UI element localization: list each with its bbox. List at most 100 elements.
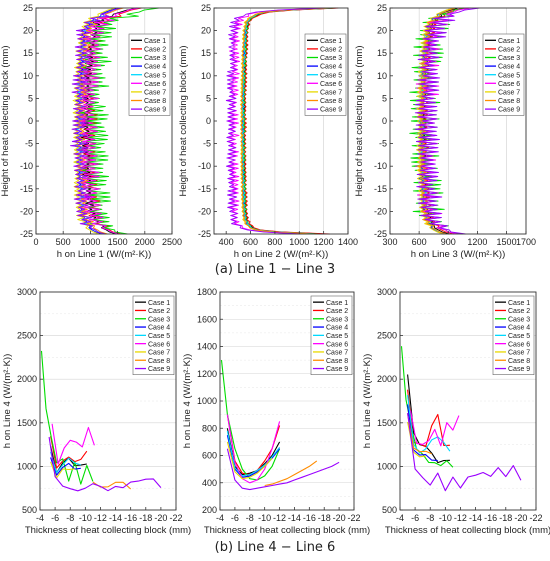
legend-label-6: Case 6 (148, 341, 170, 348)
legend-label-2: Case 2 (498, 47, 520, 54)
legend-label-9: Case 9 (320, 107, 342, 114)
x-tick-label: 2000 (135, 237, 155, 247)
legend-label-5: Case 5 (326, 333, 348, 340)
legend-label-2: Case 2 (320, 47, 342, 54)
x-tick-label: -8 (246, 513, 254, 523)
y-tick-label: 2000 (377, 374, 397, 384)
y-axis-label: Height of heat collecting block (mm) (0, 45, 11, 196)
x-tick-label: -8 (66, 513, 74, 523)
x-tick-label: -6 (51, 513, 59, 523)
legend-label-6: Case 6 (320, 81, 342, 88)
y-tick-label: -10 (198, 161, 211, 171)
y-tick-label: 1200 (197, 369, 217, 379)
y-axis-label: h on Line 4 (W/(m²·K)) (2, 354, 13, 449)
legend-label-8: Case 8 (320, 98, 342, 105)
legend-box (132, 295, 175, 375)
x-tick-label: 800 (267, 237, 282, 247)
legend-label-7: Case 7 (144, 90, 166, 97)
y-tick-label: -15 (198, 184, 211, 194)
series-line-9 (70, 7, 122, 235)
x-tick-label: 1400 (338, 237, 358, 247)
legend-label-8: Case 8 (148, 358, 170, 365)
legend-label-5: Case 5 (148, 333, 170, 340)
series-line-8 (264, 460, 318, 487)
legend-label-5: Case 5 (144, 72, 166, 79)
series-line-6 (51, 423, 95, 465)
caption-bottom: (b) Line 4 − Line 6 (214, 540, 336, 555)
y-tick-label: -25 (374, 229, 387, 239)
x-tick-label: 500 (56, 237, 71, 247)
plot-frame (399, 291, 537, 511)
series-line-4 (50, 457, 81, 476)
x-tick-label: 300 (382, 237, 397, 247)
y-tick-label: 400 (202, 478, 217, 488)
y-tick-label: -15 (374, 184, 387, 194)
series-line-3 (220, 360, 281, 481)
x-tick-label: -20 (333, 513, 346, 523)
legend-label-4: Case 4 (320, 64, 342, 71)
legend-label-7: Case 7 (320, 90, 342, 97)
x-tick-label: -12 (94, 513, 107, 523)
legend-label-7: Case 7 (508, 350, 530, 357)
y-axis-label: Height of heat collecting block (mm) (354, 45, 365, 196)
x-axis-label: h on Line 2 (W/(m²·K)) (234, 249, 329, 260)
x-tick-label: -4 (36, 513, 44, 523)
x-tick-label: 1000 (80, 237, 100, 247)
legend-label-4: Case 4 (326, 325, 348, 332)
x-tick-label: -4 (396, 513, 404, 523)
y-tick-label: 600 (202, 451, 217, 461)
series-line-5 (241, 7, 332, 235)
x-tick-label: -4 (216, 513, 224, 523)
x-tick-label: -20 (154, 513, 167, 523)
series-line-8 (417, 7, 457, 235)
legend-label-4: Case 4 (498, 64, 520, 71)
series-line-5 (50, 451, 81, 474)
y-tick-label: 1600 (197, 314, 217, 324)
y-tick-label: 15 (201, 48, 211, 58)
y-tick-label: 25 (377, 3, 387, 13)
x-tick-label: 1200 (314, 237, 334, 247)
y-tick-label: 20 (377, 26, 387, 36)
x-tick-label: -14 (288, 513, 301, 523)
x-tick-label: -10 (258, 513, 271, 523)
x-axis-label: Thickness of heat collecting block (mm) (385, 525, 550, 536)
y-tick-label: -5 (379, 139, 387, 149)
y-tick-label: -10 (20, 161, 33, 171)
x-tick-label: -14 (109, 513, 122, 523)
legend-label-9: Case 9 (148, 366, 170, 373)
legend-label-5: Case 5 (320, 72, 342, 79)
x-tick-label: -6 (411, 513, 419, 523)
y-tick-label: -20 (374, 206, 387, 216)
y-tick-label: 3000 (17, 287, 37, 297)
legend-label-6: Case 6 (498, 81, 520, 88)
series-line-9 (414, 7, 480, 235)
x-tick-label: -16 (303, 513, 316, 523)
x-tick-label: -16 (124, 513, 137, 523)
x-tick-label: -22 (529, 513, 542, 523)
legend-label-3: Case 3 (148, 316, 170, 323)
legend-label-4: Case 4 (144, 64, 166, 71)
x-tick-label: -10 (439, 513, 452, 523)
series-line-8 (240, 7, 330, 235)
legend-label-4: Case 4 (148, 325, 170, 332)
x-tick-label: -16 (484, 513, 497, 523)
series-line-7 (416, 7, 455, 235)
series-line-3 (40, 350, 94, 485)
series-line-2 (50, 436, 88, 469)
y-tick-label: 15 (23, 48, 33, 58)
chart-panel-a3: 300 600 900 1200 1500 1700 -25 -20 -15 -10 -5 0 5 10 1… (354, 3, 536, 260)
series-line-9 (226, 448, 340, 491)
x-tick-label: -6 (231, 513, 239, 523)
series-line-6 (226, 414, 281, 484)
x-tick-label: -14 (469, 513, 482, 523)
legend-label-8: Case 8 (326, 358, 348, 365)
series-line-6 (410, 410, 460, 447)
series-line-5 (407, 394, 451, 454)
y-tick-label: 500 (22, 505, 37, 515)
legend-label-1: Case 1 (508, 300, 530, 307)
